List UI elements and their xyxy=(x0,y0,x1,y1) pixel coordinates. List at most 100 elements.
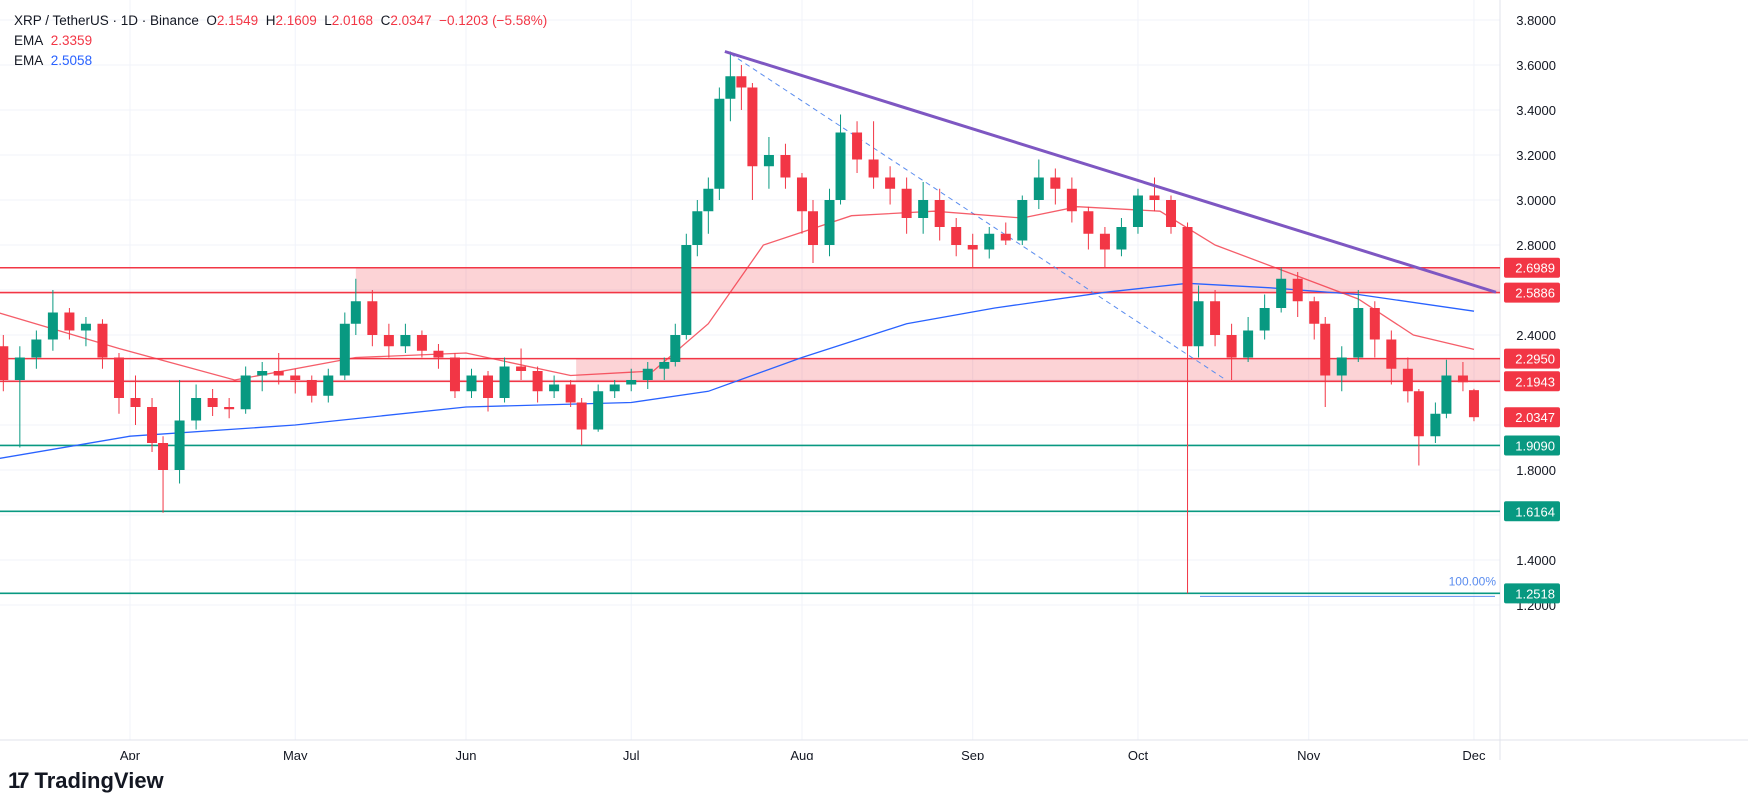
candle-down xyxy=(483,375,494,398)
candle-up xyxy=(499,366,510,398)
candle-up xyxy=(1132,195,1143,227)
price-tick-label: 2.4000 xyxy=(1516,328,1556,343)
candle-up xyxy=(714,98,725,189)
price-tick-label: 3.6000 xyxy=(1516,58,1556,73)
candle-down xyxy=(97,323,108,358)
last-price-tag: 2.0347 xyxy=(1515,410,1555,425)
candle-down xyxy=(532,371,543,392)
candle-up xyxy=(1441,375,1452,414)
candle-down xyxy=(780,155,791,178)
level-price-tag: 2.1943 xyxy=(1515,374,1555,389)
candle-down xyxy=(736,76,747,88)
candle-down xyxy=(1083,211,1094,234)
candle-up xyxy=(339,323,350,376)
level-price-tag-bg xyxy=(1504,257,1560,278)
candle-down xyxy=(576,402,587,430)
symbol-title[interactable]: XRP / TetherUS · 1D · Binance xyxy=(14,13,199,28)
candle-up xyxy=(191,398,202,421)
candle-up xyxy=(174,420,185,470)
candle-up xyxy=(80,323,91,331)
open-value: 2.1549 xyxy=(216,13,259,28)
level-price-tag: 2.5886 xyxy=(1515,286,1555,301)
candle-up xyxy=(323,375,334,396)
candle-down xyxy=(1292,278,1303,302)
candle-up xyxy=(1353,308,1364,358)
candle-up xyxy=(47,312,58,340)
candle-down xyxy=(852,132,863,160)
candle-down xyxy=(449,357,460,392)
candle-down xyxy=(367,301,378,335)
descending-trendline xyxy=(724,50,1497,294)
price-tick-label: 3.8000 xyxy=(1516,13,1556,28)
tradingview-logo-icon: 17 xyxy=(8,768,30,793)
level-price-tag: 1.9090 xyxy=(1515,438,1555,453)
candle-up xyxy=(350,301,361,324)
candle-down xyxy=(1457,375,1468,383)
time-tick-label: Dec xyxy=(1462,748,1486,760)
candle-down xyxy=(1099,233,1110,250)
price-tick-label: 3.0000 xyxy=(1516,193,1556,208)
level-price-tag-bg xyxy=(1504,348,1560,369)
candle-down xyxy=(207,398,218,407)
candle-down xyxy=(1182,227,1193,347)
candle-up xyxy=(984,233,995,250)
candle-down xyxy=(1149,195,1160,200)
level-price-tag-bg xyxy=(1504,435,1560,456)
candle-up xyxy=(609,384,620,392)
candle-up xyxy=(763,155,774,167)
candle-down xyxy=(934,200,945,227)
low-value: 2.0168 xyxy=(331,13,374,28)
level-price-tag-bg xyxy=(1504,501,1560,522)
time-tick-label: Aug xyxy=(790,748,813,760)
candle-up xyxy=(1033,177,1044,200)
level-price-tag: 2.6989 xyxy=(1515,261,1555,276)
candle-up xyxy=(681,245,692,335)
candle-down xyxy=(147,407,158,443)
candle-up xyxy=(703,188,714,212)
candle-up xyxy=(918,200,929,218)
candle-down xyxy=(901,188,912,218)
time-tick-label: Apr xyxy=(120,748,141,760)
candle-down xyxy=(1000,233,1011,241)
time-tick-label: May xyxy=(283,748,308,760)
high-value: 2.1609 xyxy=(275,13,317,28)
candle-up xyxy=(626,380,637,385)
candle-up xyxy=(824,200,835,245)
candle-down xyxy=(1369,308,1380,340)
candle-down xyxy=(868,159,879,178)
candle-up xyxy=(1116,227,1127,250)
candle-down xyxy=(64,312,75,331)
level-price-tag-bg xyxy=(1504,583,1560,604)
fib-100-label: 100.00% xyxy=(1449,574,1497,588)
candle-up xyxy=(642,368,653,380)
candle-down xyxy=(290,375,301,380)
level-price-tag: 2.2950 xyxy=(1515,352,1555,367)
candle-up xyxy=(1017,200,1028,241)
ema-fast-legend[interactable]: EMA 2.3359 xyxy=(14,33,93,48)
price-tick-label: 3.4000 xyxy=(1516,103,1556,118)
ema-slow-line xyxy=(0,282,1475,459)
ema-slow-legend[interactable]: EMA 2.5058 xyxy=(14,53,93,68)
price-chart[interactable]: 100.00% 3.8000 3.6000 3.4000 3.2000 3.0000 2.8… xyxy=(0,0,1748,760)
candle-up xyxy=(835,132,846,200)
candle-down xyxy=(796,177,807,212)
candle-up xyxy=(692,211,703,245)
chart-legend: XRP / TetherUS · 1D · Binance O2.1549 H2… xyxy=(14,11,547,71)
candle-down xyxy=(516,366,527,371)
candle-up xyxy=(659,362,670,369)
candle-down xyxy=(0,346,9,380)
candle-up xyxy=(1259,308,1270,331)
time-tick-label: Oct xyxy=(1128,748,1149,760)
candle-up xyxy=(1430,413,1441,437)
tradingview-logo[interactable]: 17 TradingView xyxy=(8,768,164,793)
candle-up xyxy=(725,76,736,99)
candle-down xyxy=(885,177,896,189)
candle-down xyxy=(433,350,444,358)
change-value: −0.1203 (−5.58%) xyxy=(439,13,548,28)
candle-down xyxy=(951,227,962,245)
symbol-info: XRP / TetherUS · 1D · Binance O2.1549 H2… xyxy=(14,13,548,28)
close-value: 2.0347 xyxy=(390,13,432,28)
level-price-tag: 1.6164 xyxy=(1515,504,1555,519)
candle-down xyxy=(306,380,317,396)
candle-down xyxy=(158,443,169,470)
